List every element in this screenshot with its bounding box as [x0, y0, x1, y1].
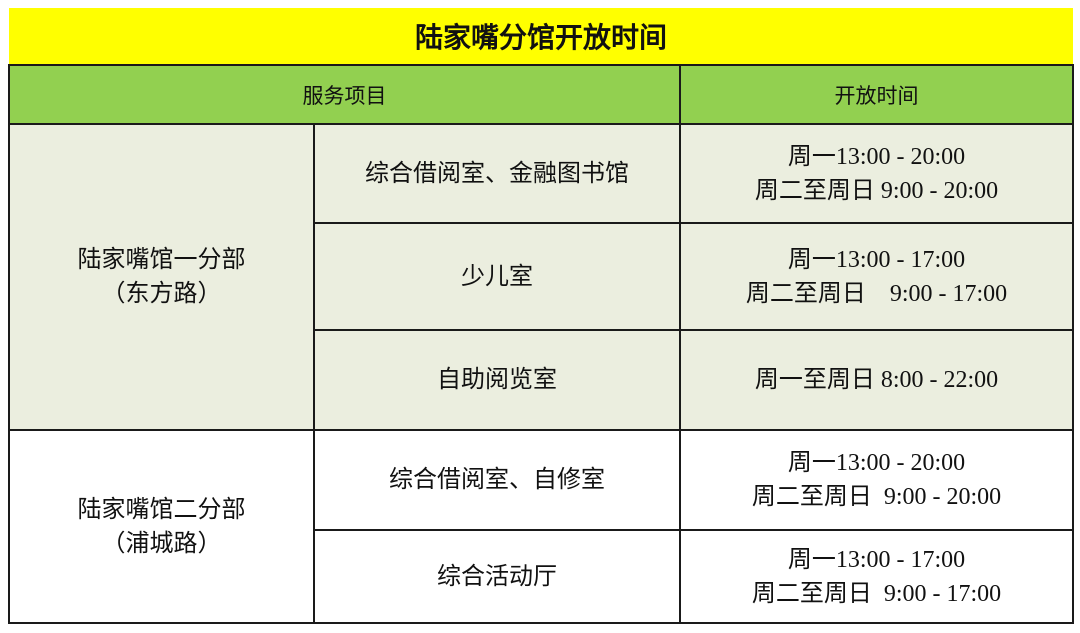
- branch-name: 陆家嘴馆二分部: [77, 496, 246, 523]
- hours-cell: 周一13:00 - 17:00 周二至周日 9:00 - 17:00: [678, 529, 1075, 624]
- table-row: 陆家嘴馆二分部 （浦城路） 综合借阅室、自修室 周一13:00 - 20:00 …: [8, 429, 1075, 624]
- hours-line: 周一13:00 - 17:00: [787, 546, 966, 573]
- hours-cell: 周一13:00 - 20:00 周二至周日 9:00 - 20:00: [678, 123, 1075, 224]
- branch-name: 陆家嘴馆一分部: [77, 247, 246, 273]
- hours-line: 周二至周日 9:00 - 17:00: [745, 280, 1008, 307]
- hours-line: 周一13:00 - 20:00: [787, 143, 966, 170]
- branch-cell: 陆家嘴馆一分部 （东方路）: [8, 123, 315, 431]
- room-cell: 综合借阅室、自修室: [313, 429, 681, 531]
- hours-line: 周一13:00 - 20:00: [787, 450, 966, 476]
- table-row: 陆家嘴馆一分部 （东方路） 综合借阅室、金融图书馆 周一13:00 - 20:0…: [8, 123, 1075, 431]
- room-cell: 自助阅览室: [313, 329, 681, 431]
- branch-cell: 陆家嘴馆二分部 （浦城路）: [8, 429, 315, 624]
- table-row: 少儿室 周一13:00 - 17:00 周二至周日 9:00 - 17:00: [9, 222, 1075, 331]
- header-hours: 开放时间: [678, 64, 1075, 125]
- table-row: 综合活动厅 周一13:00 - 17:00 周二至周日 9:00 - 17:00: [9, 529, 1075, 624]
- hours-line: 周一13:00 - 17:00: [787, 246, 966, 273]
- hours-line: 周二至周日 9:00 - 20:00: [754, 177, 999, 204]
- opening-hours-table: 陆家嘴分馆开放时间 服务项目 开放时间 陆家嘴馆一分部 （东方路） 综合借阅室、…: [8, 8, 1075, 624]
- header-service: 服务项目: [8, 64, 681, 125]
- hours-cell: 周一13:00 - 17:00 周二至周日 9:00 - 17:00: [678, 222, 1075, 331]
- hours-line: 周二至周日 9:00 - 17:00: [751, 580, 1002, 607]
- hours-line: 周一至周日 8:00 - 22:00: [754, 367, 999, 393]
- room-cell: 综合活动厅: [313, 529, 681, 624]
- branch-road: （浦城路）: [101, 530, 222, 557]
- room-cell: 综合借阅室、金融图书馆: [313, 123, 681, 224]
- hours-line: 周二至周日 9:00 - 20:00: [751, 484, 1002, 510]
- table-row: 自助阅览室 周一至周日 8:00 - 22:00: [9, 329, 1075, 431]
- hours-cell: 周一13:00 - 20:00 周二至周日 9:00 - 20:00: [678, 429, 1075, 531]
- branch-road: （东方路）: [101, 281, 222, 307]
- hours-cell: 周一至周日 8:00 - 22:00: [678, 329, 1075, 431]
- room-cell: 少儿室: [313, 222, 681, 331]
- table-title: 陆家嘴分馆开放时间: [9, 8, 1074, 66]
